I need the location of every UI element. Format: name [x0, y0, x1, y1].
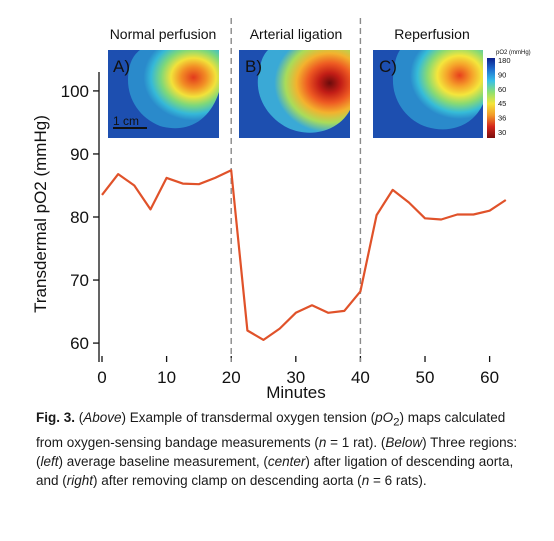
- colorbar-gradient: [487, 58, 495, 138]
- panel-a-title: Normal perfusion: [110, 26, 217, 42]
- x-tick-label: 50: [416, 368, 435, 387]
- panel-b: Arterial ligation B): [239, 26, 350, 138]
- panel-b-title: Arterial ligation: [250, 26, 343, 42]
- colorbar-tick-label: 36: [498, 114, 506, 123]
- figure-chart: Normal perfusion A) 1 cm Arterial ligati…: [31, 18, 531, 400]
- caption-text: ) Three regions: (: [36, 434, 518, 469]
- caption-n: n: [361, 472, 370, 488]
- y-tick-label: 60: [70, 334, 89, 353]
- panel-c: Reperfusion C): [373, 26, 483, 138]
- phase-dividers: [230, 18, 362, 362]
- x-tick-label: 40: [351, 368, 370, 387]
- panel-a-letter: A): [113, 57, 130, 76]
- x-axis-label: Minutes: [266, 383, 326, 400]
- caption-text: ) average baseline measurement, (: [58, 453, 268, 469]
- caption-text: ) maps calculated from oxygen-sensing ba…: [36, 410, 506, 450]
- y-tick-label: 70: [70, 271, 89, 290]
- caption-label: Fig. 3.: [36, 410, 76, 425]
- colorbar-tick-label: 30: [498, 128, 506, 137]
- x-tick-label: 20: [222, 368, 241, 387]
- figure-caption: Fig. 3. (Above) Example of transdermal o…: [36, 408, 522, 490]
- x-tick-label: 30: [286, 368, 305, 387]
- caption-text: ) Example of transdermal oxygen tension …: [121, 410, 376, 425]
- x-tick-label: 10: [157, 368, 176, 387]
- caption-text: = 6 rats).: [369, 472, 427, 488]
- x-tick-label: 0: [97, 368, 106, 387]
- caption-po2: pO: [375, 410, 394, 425]
- series-line: [101, 169, 507, 341]
- caption-n: n: [318, 434, 327, 450]
- plot-axes: 60 70 80 90 100 0 10 20 30 40 50 60 Minutes Transd…: [31, 72, 499, 400]
- caption-above: Above: [83, 410, 122, 425]
- caption-below: Below: [385, 434, 423, 450]
- caption-text: = 1 rat). (: [326, 434, 386, 450]
- y-tick-label: 100: [61, 82, 89, 101]
- panel-c-letter: C): [379, 57, 397, 76]
- caption-right: right: [66, 472, 94, 488]
- panel-c-title: Reperfusion: [394, 26, 470, 42]
- colorbar-tick-label: 180: [498, 56, 511, 65]
- colorbar: pO2 (mmHg) 180 90 60 45 36 30: [487, 50, 531, 138]
- caption-po2-sub: 2: [393, 416, 400, 429]
- caption-text: (: [75, 410, 84, 425]
- panel-a: Normal perfusion A) 1 cm: [108, 26, 219, 138]
- caption-left: left: [40, 453, 59, 469]
- colorbar-title: pO2 (mmHg): [496, 50, 531, 56]
- y-tick-label: 90: [70, 145, 89, 164]
- caption-text: ) after ligation of descending aorta, an…: [36, 453, 514, 488]
- colorbar-tick-label: 45: [498, 99, 506, 108]
- caption-text: ) after removing clamp on descending aor…: [93, 472, 362, 488]
- caption-center: center: [267, 453, 306, 469]
- scale-bar-label: 1 cm: [113, 114, 139, 128]
- series-layer: [101, 169, 507, 341]
- y-axis-label: Transdermal pO2 (mmHg): [31, 115, 50, 313]
- panel-b-letter: B): [245, 57, 262, 76]
- x-tick-label: 60: [480, 368, 499, 387]
- colorbar-tick-label: 90: [498, 70, 506, 79]
- colorbar-tick-label: 60: [498, 85, 506, 94]
- y-tick-label: 80: [70, 208, 89, 227]
